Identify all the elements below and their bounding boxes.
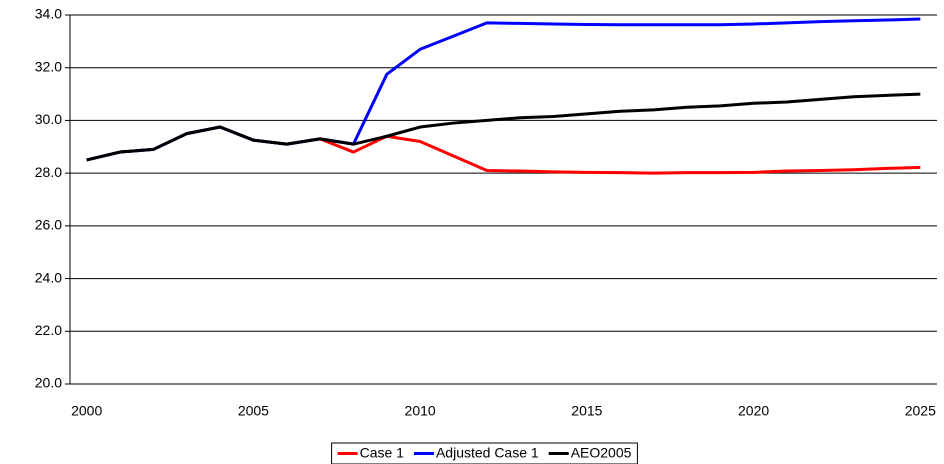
y-tick-label: 26.0 (35, 217, 62, 233)
x-tick-label: 2025 (905, 403, 936, 419)
legend-label: Case 1 (360, 445, 405, 461)
x-tick-label: 2005 (238, 403, 269, 419)
y-tick-label: 32.0 (35, 58, 62, 74)
series-line (86, 17, 921, 162)
legend-label: Adjusted Case 1 (436, 445, 539, 461)
series-line (86, 125, 921, 175)
y-tick-label: 34.0 (35, 6, 62, 22)
legend-box (331, 442, 638, 464)
y-tick-label: 20.0 (35, 375, 62, 391)
x-tick-label: 2000 (71, 403, 102, 419)
x-tick-label: 2015 (571, 403, 602, 419)
y-tick-label: 24.0 (35, 269, 62, 285)
x-tick-label: 2020 (738, 403, 769, 419)
legend-label: AEO2005 (571, 445, 632, 461)
x-tick-label: 2010 (405, 403, 436, 419)
y-tick-label: 30.0 (35, 111, 62, 127)
y-tick-label: 28.0 (35, 164, 62, 180)
series-line (86, 92, 921, 162)
y-tick-label: 22.0 (35, 322, 62, 338)
legend: Case 1 Adjusted Case 1 AEO2005 (331, 442, 638, 464)
